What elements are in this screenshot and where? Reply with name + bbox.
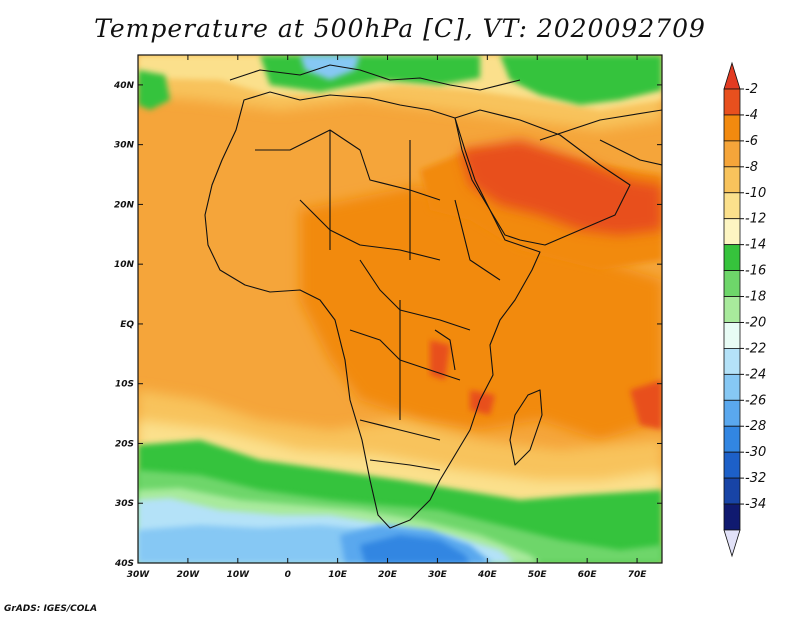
colorbar-label: -18 [745,290,766,305]
lat-label: 10S [115,380,134,390]
colorbar-swatch [723,503,741,531]
colorbar-swatch [723,348,741,375]
lon-label: 0 [285,570,291,580]
lon-label: 40E [477,570,498,580]
colorbar-swatch [723,140,741,168]
colorbar-swatch [723,270,741,297]
latitude-labels: 40N 30N 20N 10N EQ 10S 20S 30S 40S [113,81,135,569]
colorbar-label: -4 [745,108,758,123]
lon-label: 30W [127,570,151,580]
lon-label: 10W [227,570,251,580]
colorbar: -2 -4 -6 -8 -10 -12 -14 -16 -18 -20 -22 -24 -26 -28 -3… [723,61,766,558]
colorbar-swatch [723,296,741,323]
plot-frame [137,54,663,564]
colorbar-label: -34 [745,497,766,512]
axis-ticks [137,55,662,564]
colorbar-swatch [723,399,741,427]
credit-text: GrADS: IGES/COLA [4,604,98,614]
lon-label: 70E [628,570,648,580]
colorbar-swatch [723,477,741,505]
lon-label: 60E [578,570,598,580]
colorbar-swatch [723,451,741,479]
lat-label: 20N [114,200,135,210]
map-title: Temperature at 500hPa [C], VT: 202009270… [94,14,706,43]
colorbar-label: -6 [745,134,758,149]
lat-label: 40S [114,559,134,569]
colorbar-swatch [723,218,741,246]
coastlines-borders [204,64,662,529]
colorbar-bottom-arrow [723,529,741,558]
colorbar-label: -14 [745,238,766,253]
lat-label: 20S [115,439,134,449]
colorbar-label: -28 [745,419,766,434]
colorbar-label: -30 [745,445,766,460]
colorbar-swatch [723,88,741,116]
lat-label: 40N [113,81,135,91]
colorbar-swatch [723,373,741,401]
colorbar-label: -26 [745,393,766,408]
colorbar-swatch [723,114,741,142]
colorbar-swatch [723,192,741,220]
colorbar-label: -22 [745,341,766,356]
longitude-labels: 30W 20W 10W 0 10E 20E 30E 40E 50E 60E 70E [127,570,647,580]
lon-label: 50E [528,570,548,580]
lon-label: 20W [177,570,201,580]
lon-label: 10E [328,570,348,580]
lat-label: 30N [114,141,135,151]
colorbar-label: -8 [745,160,758,175]
colorbar-swatch [723,322,741,349]
colorbar-label: -16 [745,264,766,279]
colorbar-swatch [723,425,741,453]
lat-label: EQ [120,320,134,330]
colorbar-swatch [723,166,741,194]
colorbar-label: -24 [745,367,766,382]
colorbar-label: -32 [745,471,766,486]
lat-label: 10N [114,260,135,270]
colorbar-top-arrow [723,61,741,90]
colorbar-swatch [723,244,741,271]
colorbar-label: -20 [745,315,766,330]
lat-label: 30S [115,499,134,509]
colorbar-label: -12 [745,212,766,227]
colorbar-label: -2 [745,82,758,97]
colorbar-label: -10 [745,186,766,201]
lon-label: 20E [378,570,398,580]
lon-label: 30E [428,570,448,580]
